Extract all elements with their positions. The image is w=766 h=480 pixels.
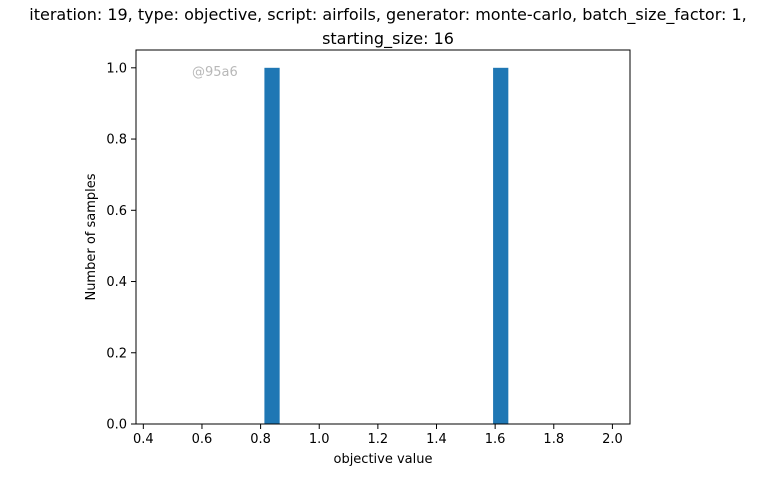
y-tick-label: 1.0 (106, 61, 127, 76)
bars-group (264, 67, 509, 425)
plot-frame (135, 49, 631, 425)
x-tick-label: 1.6 (485, 432, 506, 447)
watermark: @95a6 (192, 65, 238, 80)
x-tick-label: 1.8 (543, 432, 564, 447)
y-tick-label: 0.4 (106, 275, 127, 290)
x-axis-ticks: 0.4 0.6 0.8 1.0 1.2 1.4 1.6 1.8 2.0 (133, 424, 623, 447)
x-tick-label: 1.4 (426, 432, 447, 447)
x-tick-label: 0.4 (133, 432, 154, 447)
y-tick-label: 0.8 (106, 133, 127, 148)
y-axis-label: Number of samples (84, 173, 99, 300)
y-tick-label: 0.0 (106, 418, 127, 433)
x-tick-label: 0.8 (250, 432, 271, 447)
chart-title-line-2: starting_size: 16 (322, 29, 454, 49)
x-tick-label: 2.0 (602, 432, 623, 447)
y-tick-label: 0.2 (106, 346, 127, 361)
chart-title-line-1: iteration: 19, type: objective, script: … (29, 5, 747, 25)
histogram-bar-2 (493, 67, 509, 425)
x-tick-label: 1.0 (309, 432, 330, 447)
x-tick-label: 1.2 (368, 432, 389, 447)
histogram-bar-1 (264, 67, 280, 425)
x-axis-label: objective value (333, 452, 432, 467)
x-tick-label: 0.6 (192, 432, 213, 447)
y-axis-ticks: 0.0 0.2 0.4 0.6 0.8 1.0 (106, 61, 136, 433)
y-tick-label: 0.6 (106, 204, 127, 219)
